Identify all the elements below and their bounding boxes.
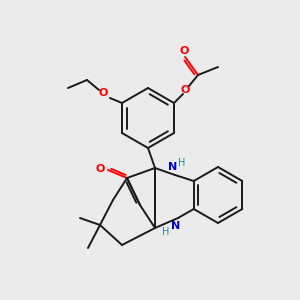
Text: O: O (98, 88, 108, 98)
Text: O: O (179, 46, 189, 56)
Text: N: N (171, 221, 181, 231)
Text: N: N (168, 162, 178, 172)
Text: H: H (162, 227, 170, 237)
Text: O: O (180, 85, 190, 95)
Text: O: O (95, 164, 105, 174)
Text: H: H (178, 158, 186, 168)
